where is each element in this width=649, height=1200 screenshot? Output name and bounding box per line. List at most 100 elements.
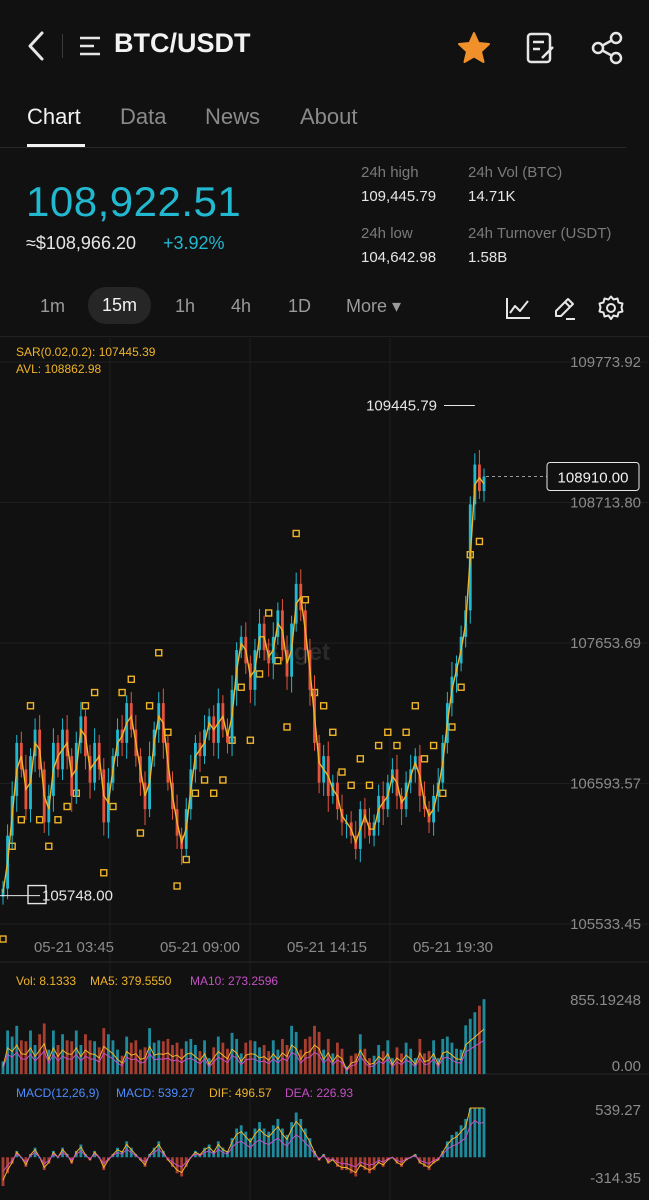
sar-dot	[118, 688, 126, 697]
sar-dot	[173, 882, 181, 890]
volume-bar	[24, 1041, 28, 1074]
tab-news[interactable]: News	[205, 104, 261, 129]
interval-bar: 1m 15m 1h 4h 1D More ▾	[0, 286, 649, 330]
volume-bar	[171, 1045, 174, 1074]
volume-bar	[404, 1042, 408, 1074]
volume-bar	[79, 1045, 83, 1074]
sar-dot	[164, 728, 172, 736]
volume-bar	[139, 1049, 142, 1074]
sar-dot	[475, 537, 484, 546]
star-icon[interactable]	[456, 30, 492, 66]
sar-dot	[411, 702, 419, 710]
volume-bar	[148, 1028, 152, 1074]
volume-bar	[212, 1047, 216, 1074]
volume-bar	[372, 1055, 376, 1074]
tab-about[interactable]: About	[300, 104, 358, 129]
volume-bar	[129, 1042, 133, 1074]
back-chevron-icon[interactable]	[22, 28, 52, 64]
volume-bar	[409, 1048, 413, 1074]
interval-1h[interactable]: 1h	[175, 296, 196, 316]
volume-bar	[230, 1032, 234, 1074]
volume-bar	[377, 1045, 381, 1074]
volume-bar	[6, 1030, 10, 1074]
volume-ma10-label: MA10: 273.2596	[190, 974, 278, 988]
volume-bar	[175, 1042, 179, 1074]
interval-4h[interactable]: 4h	[231, 296, 252, 316]
note-edit-icon[interactable]	[524, 30, 558, 66]
interval-1d[interactable]: 1D	[288, 296, 312, 316]
sar-dot	[219, 776, 227, 784]
sar-dot	[356, 755, 365, 763]
vol-24h-label: 24h Vol (BTC)	[468, 164, 563, 181]
sar-dot	[182, 855, 190, 864]
tab-bar: Chart Data News About	[0, 96, 649, 148]
sar-dot	[420, 755, 429, 763]
chart-top-divider	[0, 336, 649, 337]
volume-bar	[445, 1036, 449, 1074]
volume-bar	[33, 1045, 37, 1074]
pair-title[interactable]: BTC/USDT	[114, 28, 251, 58]
volume-bar	[358, 1034, 362, 1074]
volume-bar	[239, 1053, 243, 1074]
volume-bar	[303, 1038, 307, 1074]
turnover-24h-value: 1.58B	[468, 249, 508, 266]
time-axis: 05-21 03:45 05-21 09:00 05-21 14:15 05-21 1…	[34, 939, 493, 956]
price-axis-tick-1: 108713.80	[570, 495, 641, 512]
share-icon[interactable]	[590, 30, 624, 66]
volume-bar	[111, 1040, 115, 1074]
sar-dot	[448, 723, 456, 731]
candlestick-chart[interactable]: Bitget 109773.92108713.80107653.69106593…	[0, 338, 649, 1200]
tab-data[interactable]: Data	[120, 104, 167, 129]
volume-bar	[381, 1051, 385, 1074]
volume-bar	[455, 1048, 458, 1074]
volume-bar	[482, 999, 486, 1074]
avl-polyline	[2, 476, 485, 893]
sar-dot	[283, 723, 291, 731]
sar-dot	[365, 781, 374, 789]
interval-15m[interactable]: 15m	[88, 287, 152, 324]
volume-bar	[468, 1018, 472, 1074]
tab-chart[interactable]: Chart	[27, 104, 81, 129]
sar-dot	[0, 935, 7, 943]
high-24h-value: 109,445.79	[361, 188, 437, 205]
macd-hist-bar	[482, 1108, 486, 1158]
volume-bar	[308, 1036, 312, 1074]
volume-bar	[335, 1042, 339, 1074]
high-marker-label: 109445.79	[366, 397, 437, 414]
sar-dot	[100, 869, 108, 877]
sar-dot	[200, 776, 209, 784]
draw-pencil-icon[interactable]	[550, 294, 578, 322]
sar-dot	[26, 702, 35, 710]
volume-bar	[93, 1041, 97, 1074]
settings-gear-icon[interactable]	[597, 294, 625, 322]
interval-1m[interactable]: 1m	[40, 296, 66, 316]
macd-axis-min: -314.35	[590, 1170, 641, 1187]
volume-ma5-label: MA5: 379.5550	[90, 974, 172, 988]
volume-ma10-line	[2, 1039, 485, 1072]
volume-bar	[143, 1047, 147, 1074]
volume-bar	[363, 1048, 367, 1074]
volume-bar	[400, 1053, 403, 1074]
volume-bar	[253, 1041, 257, 1074]
interval-more-dropdown[interactable]: More ▾	[346, 296, 402, 316]
line-chart-icon[interactable]	[504, 294, 532, 322]
volume-bar	[74, 1030, 78, 1074]
sar-dot	[393, 741, 401, 750]
macd-hist-bar	[473, 1108, 477, 1158]
sar-dot	[90, 688, 99, 697]
volume-bar	[340, 1048, 344, 1074]
menu-icon[interactable]	[78, 34, 104, 58]
volume-bar	[244, 1042, 248, 1074]
sar-dot	[457, 683, 465, 691]
current-price-box	[546, 461, 640, 491]
volume-bar	[418, 1038, 422, 1074]
volume-bar	[235, 1038, 239, 1074]
sar-dot	[439, 789, 447, 797]
volume-bar	[134, 1040, 138, 1074]
sar-dot	[54, 816, 62, 824]
macd-value-label: MACD: 539.27	[116, 1086, 195, 1100]
volume-bar	[322, 1049, 326, 1074]
price-axis-tick-0: 109773.92	[570, 354, 641, 371]
volume-bar	[42, 1023, 46, 1074]
volume-bar	[276, 1049, 280, 1074]
